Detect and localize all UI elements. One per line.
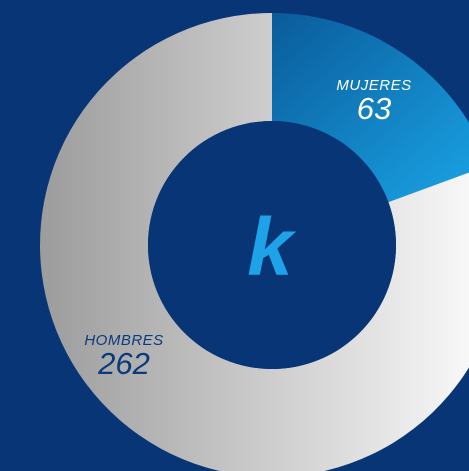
mujeres-name: MUJERES (336, 77, 412, 94)
mujeres-value: 63 (356, 91, 392, 126)
center-letter: k (247, 202, 293, 293)
hombres-value: 262 (98, 346, 150, 381)
donut-center (148, 121, 396, 369)
slice-hombres (40, 13, 469, 471)
mujeres-label: MUJERES 63 (332, 78, 416, 124)
hombres-name: HOMBRES (84, 332, 164, 349)
slice-mujeres (272, 13, 469, 203)
hombres-label: HOMBRES 262 (82, 333, 166, 379)
